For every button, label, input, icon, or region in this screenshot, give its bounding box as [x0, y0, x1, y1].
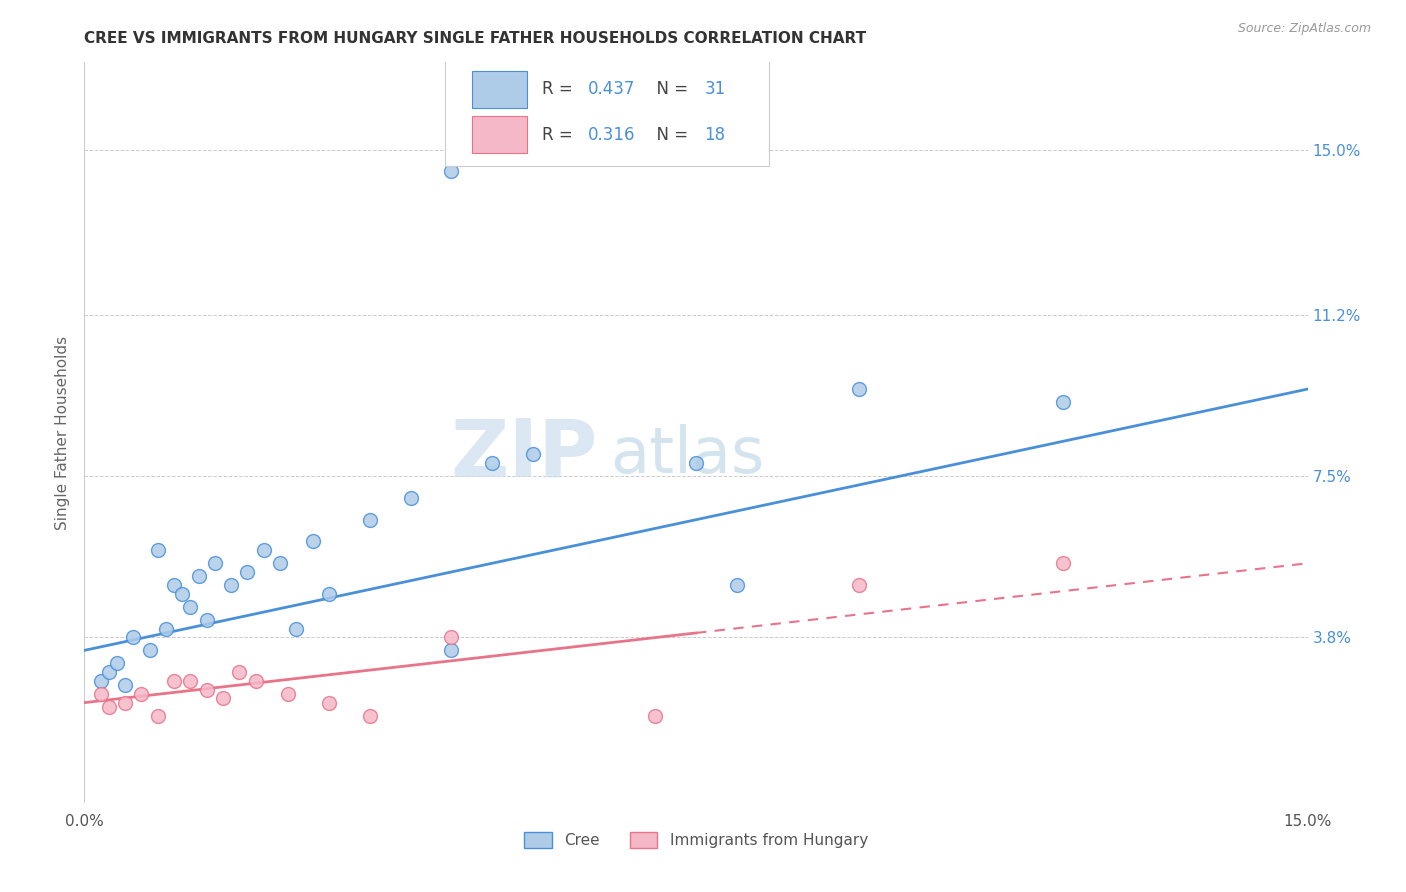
Text: N =: N =	[645, 126, 693, 144]
Point	[301, 534, 323, 549]
Point	[848, 382, 870, 396]
Point	[146, 708, 169, 723]
Point	[114, 678, 136, 692]
Point	[204, 556, 226, 570]
Point	[285, 622, 308, 636]
FancyBboxPatch shape	[472, 71, 527, 108]
Text: 31: 31	[704, 80, 725, 98]
Point	[97, 665, 120, 680]
Point	[277, 687, 299, 701]
Point	[685, 456, 707, 470]
Point	[1052, 395, 1074, 409]
Point	[522, 447, 544, 461]
Point	[399, 491, 422, 505]
Legend: Cree, Immigrants from Hungary: Cree, Immigrants from Hungary	[517, 826, 875, 855]
Point	[90, 673, 112, 688]
Point	[440, 630, 463, 644]
Point	[644, 708, 666, 723]
Point	[228, 665, 250, 680]
Point	[219, 578, 242, 592]
Point	[269, 556, 291, 570]
Point	[236, 565, 259, 579]
Point	[195, 682, 218, 697]
Point	[179, 673, 201, 688]
Point	[245, 673, 267, 688]
FancyBboxPatch shape	[446, 55, 769, 166]
Text: 0.316: 0.316	[588, 126, 636, 144]
Point	[1052, 556, 1074, 570]
Point	[848, 578, 870, 592]
Point	[440, 643, 463, 657]
Point	[114, 696, 136, 710]
Point	[318, 587, 340, 601]
Text: R =: R =	[541, 126, 578, 144]
Point	[359, 513, 381, 527]
Point	[187, 569, 209, 583]
Text: R =: R =	[541, 80, 578, 98]
Text: Source: ZipAtlas.com: Source: ZipAtlas.com	[1237, 22, 1371, 36]
Point	[212, 691, 235, 706]
Point	[122, 630, 145, 644]
Point	[253, 543, 276, 558]
Point	[359, 708, 381, 723]
Point	[155, 622, 177, 636]
Text: 18: 18	[704, 126, 725, 144]
Text: N =: N =	[645, 80, 693, 98]
Point	[97, 700, 120, 714]
Point	[90, 687, 112, 701]
Point	[172, 587, 194, 601]
Point	[163, 673, 186, 688]
Point	[318, 696, 340, 710]
Text: CREE VS IMMIGRANTS FROM HUNGARY SINGLE FATHER HOUSEHOLDS CORRELATION CHART: CREE VS IMMIGRANTS FROM HUNGARY SINGLE F…	[84, 31, 866, 46]
Text: ZIP: ZIP	[451, 416, 598, 494]
Point	[725, 578, 748, 592]
Text: 0.437: 0.437	[588, 80, 636, 98]
Text: atlas: atlas	[610, 424, 765, 486]
Y-axis label: Single Father Households: Single Father Households	[55, 335, 70, 530]
FancyBboxPatch shape	[472, 116, 527, 153]
Point	[179, 599, 201, 614]
Point	[440, 164, 463, 178]
Point	[163, 578, 186, 592]
Point	[195, 613, 218, 627]
Point	[146, 543, 169, 558]
Point	[105, 657, 128, 671]
Point	[138, 643, 160, 657]
Point	[131, 687, 153, 701]
Point	[481, 456, 503, 470]
